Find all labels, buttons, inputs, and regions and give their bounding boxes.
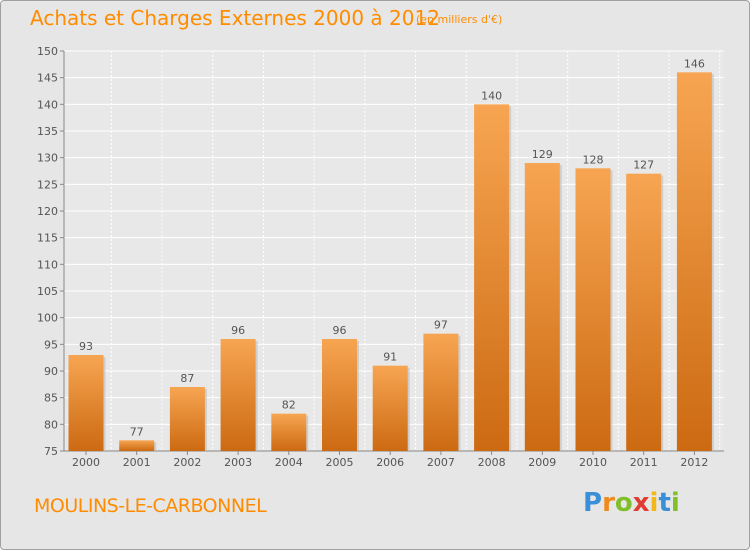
bar [169, 387, 205, 451]
x-tick-label: 2004 [275, 456, 303, 469]
logo-letter: o [614, 488, 633, 518]
x-tick-label: 2000 [72, 456, 100, 469]
x-tick-label: 2001 [123, 456, 151, 469]
x-tick-label: 2002 [173, 456, 201, 469]
y-tick-label: 100 [37, 312, 58, 325]
logo-letter: x [632, 488, 650, 518]
value-label: 140 [481, 89, 502, 102]
x-tick-label: 2005 [326, 456, 354, 469]
value-label: 93 [79, 340, 93, 353]
y-tick-label: 140 [37, 98, 58, 111]
value-label: 129 [532, 148, 553, 161]
y-tick-label: 125 [37, 178, 58, 191]
bar [68, 355, 104, 451]
bar [626, 173, 662, 451]
y-tick-label: 130 [37, 152, 58, 165]
value-label: 82 [282, 399, 296, 412]
y-tick-label: 145 [37, 72, 58, 85]
x-tick-label: 2003 [224, 456, 252, 469]
x-tick-label: 2007 [427, 456, 455, 469]
bar [575, 168, 611, 452]
bar [676, 72, 712, 451]
bar [524, 163, 560, 451]
value-label: 96 [333, 324, 347, 337]
y-tick-label: 95 [44, 338, 58, 351]
y-tick-label: 90 [44, 365, 58, 378]
y-tick-label: 85 [44, 392, 58, 405]
chart-unit-subtitle: (en milliers d'€) [416, 13, 503, 26]
x-tick-label: 2011 [630, 456, 658, 469]
bar [474, 104, 510, 451]
x-tick-label: 2008 [478, 456, 506, 469]
value-label: 128 [583, 153, 604, 166]
bar [423, 333, 459, 451]
chart-title: Achats et Charges Externes 2000 à 2012 [30, 6, 440, 30]
value-label: 87 [180, 372, 194, 385]
x-tick-label: 2006 [376, 456, 404, 469]
value-label: 91 [383, 351, 397, 364]
x-tick-label: 2009 [528, 456, 556, 469]
value-label: 77 [130, 425, 144, 438]
x-tick-label: 2010 [579, 456, 607, 469]
y-tick-label: 150 [37, 45, 58, 58]
bar [271, 413, 307, 451]
labels: 75 80 85 90 95 100 105 110 115 120 125 130 135 140 145… [37, 45, 708, 469]
bar [372, 365, 408, 451]
value-label: 146 [684, 57, 705, 70]
y-tick-label: 135 [37, 125, 58, 138]
logo-letter: P [583, 488, 603, 518]
value-label: 96 [231, 324, 245, 337]
y-tick-label: 110 [37, 258, 58, 271]
y-tick-label: 75 [44, 445, 58, 458]
value-label: 97 [434, 319, 448, 332]
logo-letter: i [670, 488, 680, 518]
logo-letter: t [658, 488, 671, 518]
x-tick-label: 2012 [680, 456, 708, 469]
logo-letter: r [602, 488, 615, 518]
value-label: 127 [633, 159, 654, 172]
y-tick-label: 115 [37, 232, 58, 245]
commune-name: MOULINS-LE-CARBONNEL [34, 495, 267, 517]
proxiti-logo: Proxiti [583, 488, 680, 518]
bars [68, 72, 714, 452]
bar [220, 339, 256, 451]
logo-letter: i [649, 488, 659, 518]
y-tick-label: 120 [37, 205, 58, 218]
y-tick-label: 80 [44, 418, 58, 431]
bar [322, 339, 357, 451]
y-tick-label: 105 [37, 285, 58, 298]
bar [119, 440, 155, 451]
